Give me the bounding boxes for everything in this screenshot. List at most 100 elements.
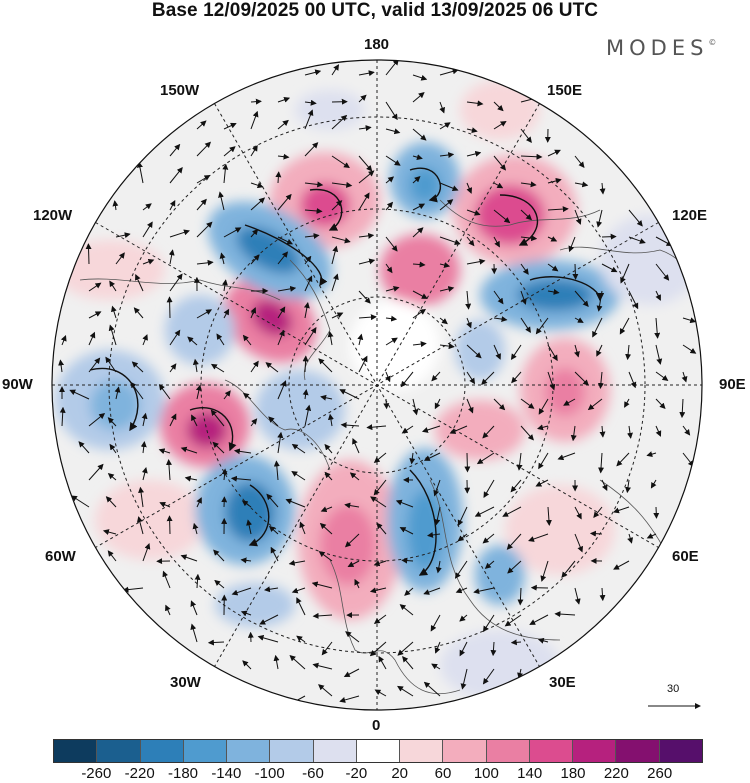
- wind-vector: [358, 258, 376, 265]
- streamline: [529, 276, 605, 302]
- wind-vector: [135, 273, 144, 292]
- wind-vector: [520, 181, 537, 188]
- wind-vector: [681, 371, 688, 383]
- wind-vector: [212, 441, 225, 454]
- anomaly-positive: [95, 480, 205, 560]
- wind-vector: [385, 285, 400, 292]
- wind-vector: [511, 371, 522, 384]
- wind-vector: [493, 182, 504, 189]
- wind-vector: [223, 122, 237, 130]
- colorbar-tick-label: -60: [302, 765, 324, 782]
- wind-vector: [165, 459, 172, 481]
- wind-vector: [210, 409, 225, 427]
- anomaly-negative: [215, 583, 295, 627]
- map-title: Base 12/09/2025 00 UTC, valid 13/09/2025…: [151, 0, 599, 21]
- wind-vector: [327, 413, 334, 427]
- wind-vector: [257, 634, 279, 643]
- wind-vector: [169, 143, 181, 157]
- wind-vector: [529, 614, 549, 625]
- wind-vector: [304, 275, 313, 292]
- streamline: [189, 407, 237, 452]
- wind-vector: [142, 334, 148, 346]
- streamline: [244, 224, 328, 287]
- colorbar-tick-label: -260: [81, 765, 112, 782]
- wind-vector: [180, 446, 198, 454]
- wind-vector: [277, 119, 289, 130]
- wind-vector: [510, 479, 522, 493]
- wind-vector: [383, 398, 390, 410]
- wind-vector: [58, 359, 65, 373]
- wind-vector: [599, 182, 606, 195]
- wind-vector: [423, 681, 441, 697]
- wind-vector: [303, 302, 310, 319]
- wind-vector: [412, 227, 424, 238]
- wind-vector: [331, 312, 344, 319]
- anomaly-negative-core: [236, 226, 300, 274]
- wind-vector: [545, 506, 552, 526]
- wind-vector: [369, 587, 387, 594]
- wind-vector: [142, 543, 151, 562]
- wind-vector: [466, 236, 475, 247]
- wind-vector: [574, 371, 589, 386]
- wind-vector: [195, 384, 202, 400]
- wind-vector: [60, 334, 67, 346]
- wind-vector: [466, 209, 481, 216]
- wind-vector: [304, 404, 312, 427]
- map-disk: [52, 60, 702, 710]
- wind-vector: [277, 306, 286, 319]
- anomaly-negative: [255, 370, 345, 450]
- wind-vector: [141, 467, 148, 481]
- wind-vector: [107, 550, 117, 562]
- streamline: [409, 469, 437, 576]
- wind-vector: [358, 290, 371, 304]
- colorbar-segment: [486, 740, 530, 762]
- wind-vector: [158, 383, 171, 400]
- wind-vector: [376, 522, 387, 535]
- wind-vector: [88, 311, 102, 319]
- wind-vector: [434, 506, 441, 526]
- wind-vector: [547, 206, 569, 213]
- wind-vector: [320, 506, 333, 513]
- wind-vector: [520, 209, 533, 221]
- wind-vector: [619, 317, 630, 335]
- wind-vector: [207, 639, 225, 646]
- wind-vector: [599, 425, 606, 438]
- wind-vector: [682, 317, 697, 324]
- wind-vector: [547, 236, 558, 242]
- wind-vector: [192, 358, 199, 373]
- wind-vector: [655, 290, 661, 301]
- wind-vector: [679, 398, 686, 419]
- wind-vector: [320, 394, 333, 401]
- wind-vector: [358, 70, 375, 77]
- wind-vector: [373, 452, 387, 464]
- wind-vector: [133, 307, 144, 319]
- coastline: [289, 259, 331, 381]
- wind-vector: [385, 315, 398, 322]
- anomaly-positive-core: [545, 368, 585, 416]
- wind-vector: [344, 533, 360, 548]
- wind-vector: [385, 101, 398, 121]
- wind-vector: [358, 170, 375, 184]
- lon-label-60e: 60E: [672, 548, 699, 565]
- wind-vector: [459, 641, 468, 657]
- lon-label-90w: 90W: [2, 376, 33, 393]
- wind-vector: [190, 623, 198, 643]
- wind-vector: [399, 604, 414, 616]
- wind-vector: [324, 443, 333, 454]
- wind-vector: [169, 200, 176, 211]
- colorbar-tick-label: 100: [473, 765, 499, 782]
- wind-vector: [344, 502, 360, 509]
- wind-vector: [653, 506, 660, 519]
- wind-vector: [222, 163, 229, 184]
- wind-vector: [385, 236, 398, 252]
- wind-vector: [277, 153, 290, 160]
- wind-vector: [158, 448, 171, 455]
- wind-vector: [304, 233, 320, 239]
- wind-vector: [169, 363, 177, 373]
- colorbar-segment: [97, 740, 141, 762]
- wind-vector: [331, 236, 351, 244]
- wind-vector: [304, 109, 314, 130]
- wind-vector: [433, 479, 441, 497]
- wind-vector: [71, 495, 90, 508]
- colorbar-segment: [616, 740, 660, 762]
